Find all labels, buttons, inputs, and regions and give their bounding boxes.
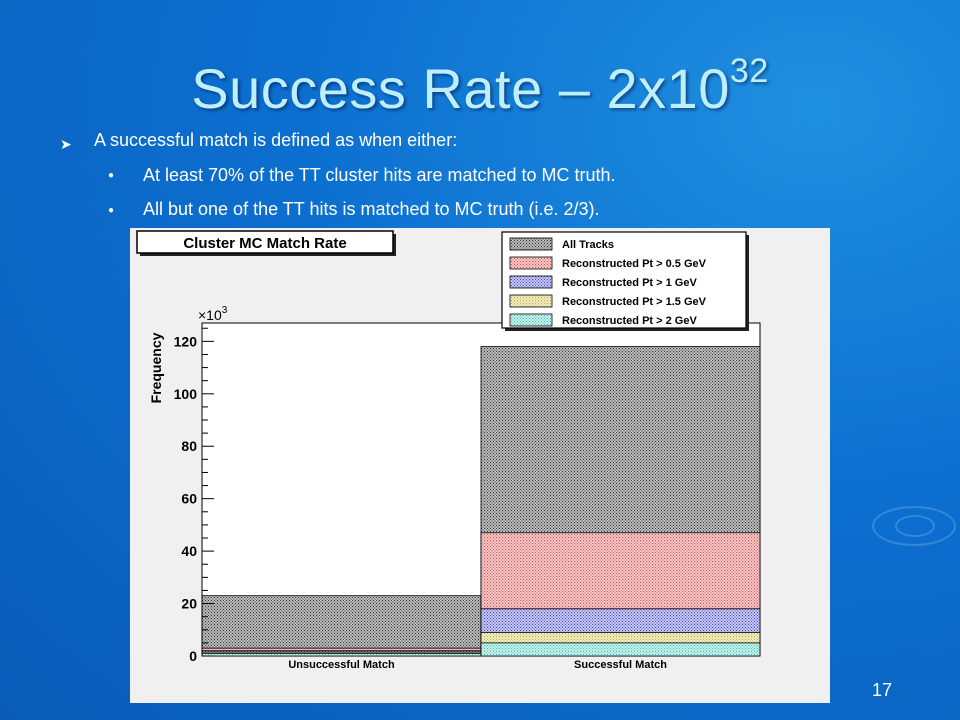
legend-swatch <box>509 275 553 289</box>
bar-4-0 <box>201 652 482 657</box>
chart-title-box: Cluster MC Match Rate <box>136 230 396 256</box>
y-tick-label: 80 <box>181 438 197 454</box>
background-ripple-inner <box>895 515 935 537</box>
y-tick-label: 40 <box>181 543 197 559</box>
y-tick-label: 100 <box>174 386 198 402</box>
x-tick-label: Unsuccessful Match <box>288 659 395 671</box>
y-tick-label: 120 <box>174 333 198 349</box>
y-axis-multiplier: ×103 <box>198 305 228 323</box>
legend-entry: Reconstructed Pt > 1.5 GeV <box>562 296 707 308</box>
histogram-chart: Cluster MC Match Rate 0 20 40 60 80 100 120 Uns… <box>136 230 761 671</box>
slide-title-exponent: 32 <box>729 52 769 90</box>
slide-title-text: Success Rate – 2x10 <box>191 57 730 120</box>
chart-title: Cluster MC Match Rate <box>183 235 346 252</box>
y-tick-label: 60 <box>181 491 197 507</box>
page-number: 17 <box>872 680 893 700</box>
legend-entry: Reconstructed Pt > 1 GeV <box>562 277 697 289</box>
slide-title: Success Rate – 2x1032 <box>0 52 960 121</box>
y-tick-label: 20 <box>181 596 197 612</box>
y-axis-label: Frequency <box>148 332 164 403</box>
background-ripple-outer <box>872 506 956 546</box>
bar-0-0 <box>201 595 482 657</box>
arrow-bullet-icon: ➤ <box>60 136 72 152</box>
y-tick-label: 0 <box>189 648 197 664</box>
sub-bullet-dot-icon: ● <box>108 205 115 216</box>
bar-4-1 <box>480 642 761 657</box>
legend-swatch <box>509 237 553 251</box>
bullet-main: A successful match is defined as when ei… <box>94 130 458 150</box>
legend-entry: Reconstructed Pt > 2 GeV <box>562 315 697 327</box>
legend-entry: All Tracks <box>562 239 614 251</box>
sub-bullet-2: All but one of the TT hits is matched to… <box>143 199 600 219</box>
legend-swatch <box>509 313 553 327</box>
y-axis-multiplier-exponent: 3 <box>222 305 228 316</box>
chart-panel: Cluster MC Match Rate 0 20 40 60 80 100 120 Uns… <box>130 228 830 703</box>
sub-bullet-1: At least 70% of the TT cluster hits are … <box>143 165 616 185</box>
legend-swatch <box>509 256 553 270</box>
y-axis-multiplier-base: ×10 <box>198 307 222 323</box>
legend-entry: Reconstructed Pt > 0.5 GeV <box>562 258 707 270</box>
chart-legend: All Tracks Reconstructed Pt > 0.5 GeV Reco… <box>501 231 749 331</box>
x-tick-label: Successful Match <box>574 659 667 671</box>
sub-bullet-dot-icon: ● <box>108 170 115 181</box>
legend-swatch <box>509 294 553 308</box>
